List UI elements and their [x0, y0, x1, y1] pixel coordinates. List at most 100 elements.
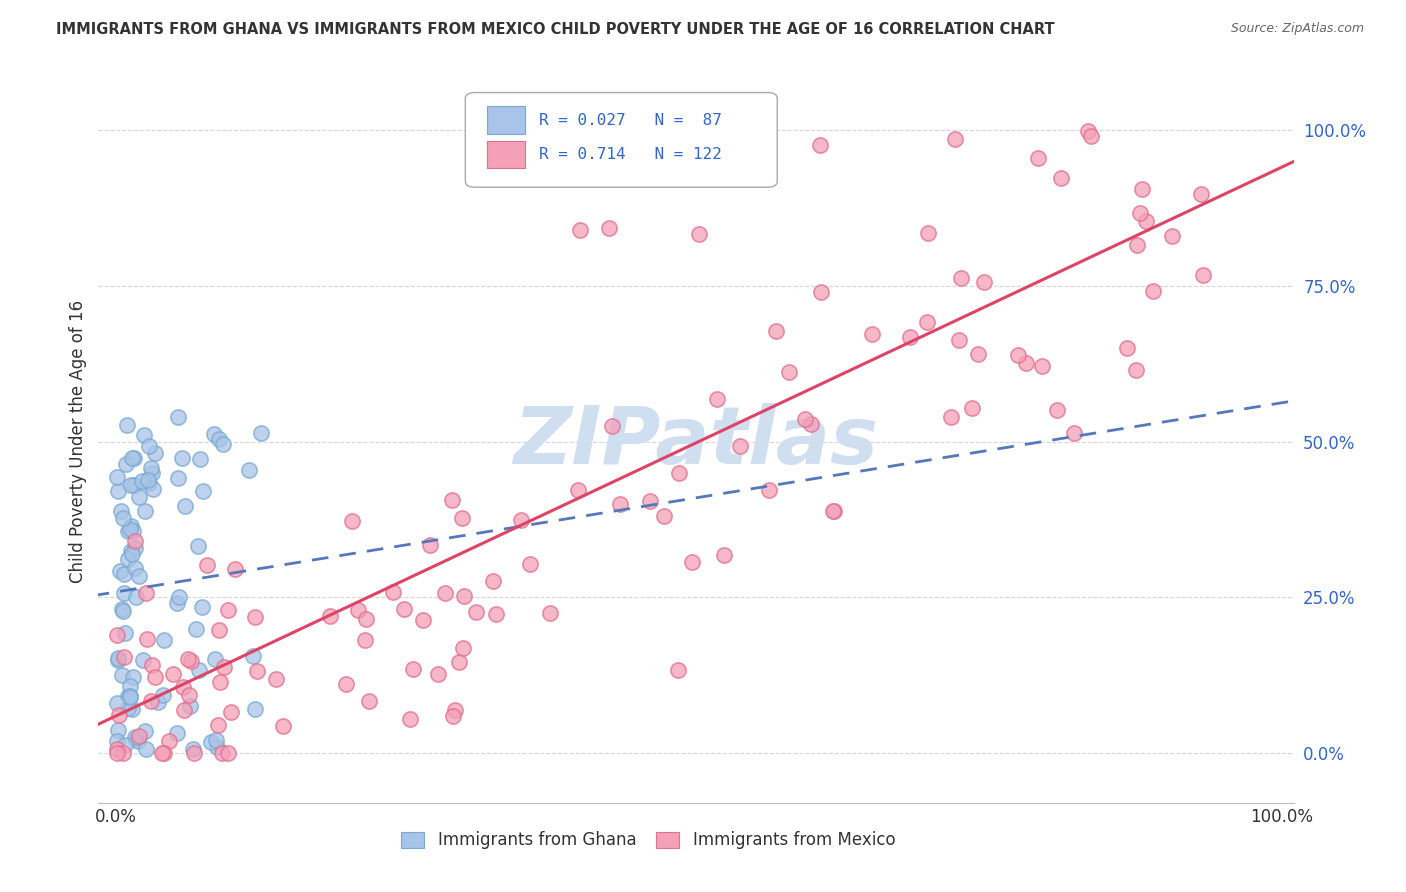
Point [124, 533, 146, 548]
Point [609, 497, 631, 511]
Point [184, 622, 207, 636]
Point [112, 566, 135, 581]
Point [509, 513, 531, 527]
Point [167, 590, 190, 604]
Point [915, 315, 938, 329]
Point [135, 742, 157, 756]
Point [800, 417, 823, 431]
Point [118, 679, 141, 693]
Point [433, 585, 456, 599]
Point [401, 662, 423, 676]
Point [112, 586, 135, 600]
Point [134, 504, 156, 518]
Point [211, 746, 233, 760]
Point [204, 652, 226, 666]
Point [111, 602, 134, 616]
Point [135, 585, 157, 599]
Point [136, 632, 159, 646]
Point [187, 539, 209, 553]
Point [778, 365, 800, 379]
Point [166, 410, 188, 425]
Point [1007, 348, 1029, 362]
Point [1080, 128, 1102, 143]
Point [898, 329, 921, 343]
Point [212, 660, 235, 674]
Point [453, 641, 475, 656]
Point [652, 508, 675, 523]
Point [538, 606, 561, 620]
Point [948, 333, 970, 347]
Point [221, 706, 243, 720]
Point [973, 276, 995, 290]
Point [917, 226, 939, 240]
Point [208, 432, 231, 446]
Point [118, 690, 141, 705]
Point [1077, 123, 1099, 137]
Point [117, 552, 139, 566]
Point [1142, 284, 1164, 298]
Point [1046, 403, 1069, 417]
Point [668, 466, 690, 480]
Point [118, 689, 141, 703]
Point [187, 663, 209, 677]
Point [121, 670, 143, 684]
Point [793, 412, 815, 426]
Point [143, 670, 166, 684]
Point [1130, 182, 1153, 196]
Point [347, 602, 370, 616]
Point [166, 596, 188, 610]
Point [1135, 214, 1157, 228]
Point [120, 543, 142, 558]
Point [465, 605, 488, 619]
Point [121, 450, 143, 465]
Point [688, 227, 710, 241]
Point [758, 483, 780, 497]
FancyBboxPatch shape [486, 141, 524, 169]
Point [179, 689, 201, 703]
Point [264, 673, 287, 687]
Point [191, 484, 214, 499]
Point [107, 723, 129, 737]
Point [120, 522, 142, 536]
Point [1129, 206, 1152, 220]
Point [111, 511, 134, 525]
Point [132, 653, 155, 667]
Point [117, 701, 139, 715]
Point [319, 609, 342, 624]
Point [108, 564, 131, 578]
Point [598, 221, 620, 235]
Point [569, 222, 592, 236]
Point [181, 741, 204, 756]
Point [451, 510, 474, 524]
Point [105, 741, 128, 756]
Point [519, 557, 541, 571]
Point [765, 325, 787, 339]
Point [105, 696, 128, 710]
Point [1063, 426, 1085, 441]
Point [173, 703, 195, 717]
Point [128, 490, 150, 504]
Point [357, 694, 380, 708]
Point [246, 665, 269, 679]
Point [398, 712, 420, 726]
Point [105, 734, 128, 748]
Point [107, 484, 129, 499]
Point [823, 504, 845, 518]
Point [114, 458, 136, 472]
Point [342, 514, 364, 528]
Point [862, 327, 884, 342]
Point [821, 504, 844, 518]
Point [141, 658, 163, 673]
Point [485, 607, 508, 621]
Point [134, 723, 156, 738]
Point [179, 698, 201, 713]
Point [354, 612, 377, 626]
Point [205, 733, 228, 747]
Point [127, 734, 149, 748]
Point [1031, 359, 1053, 374]
Point [1014, 356, 1036, 370]
Point [166, 725, 188, 739]
Point [114, 738, 136, 752]
Point [1026, 151, 1049, 165]
Text: R = 0.714   N = 122: R = 0.714 N = 122 [540, 147, 723, 162]
